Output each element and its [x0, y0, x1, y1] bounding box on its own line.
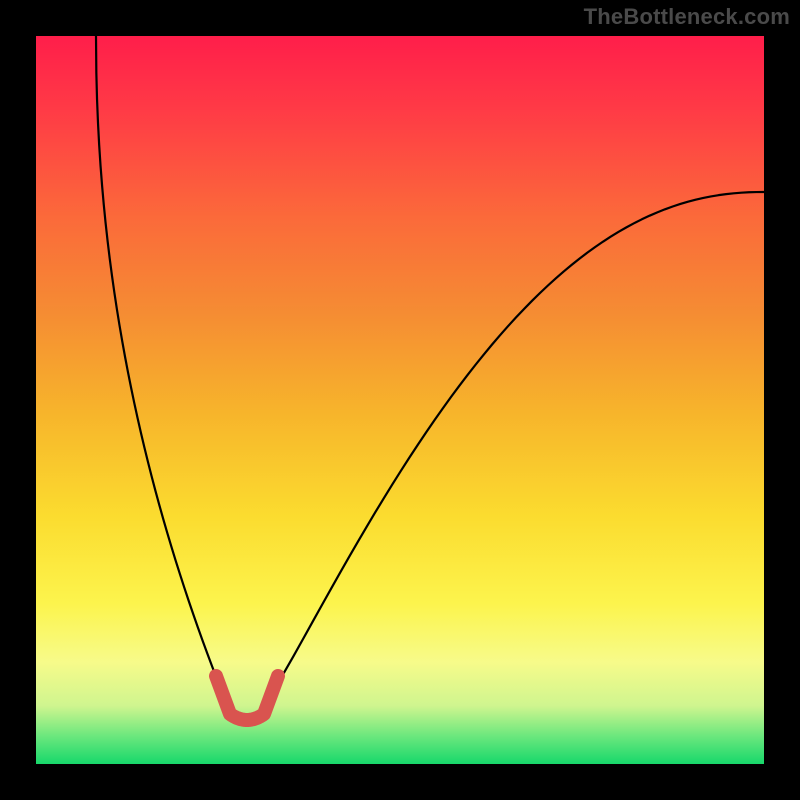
watermark-text: TheBottleneck.com — [584, 4, 790, 30]
chart-svg — [0, 0, 800, 800]
plot-background — [36, 36, 764, 764]
